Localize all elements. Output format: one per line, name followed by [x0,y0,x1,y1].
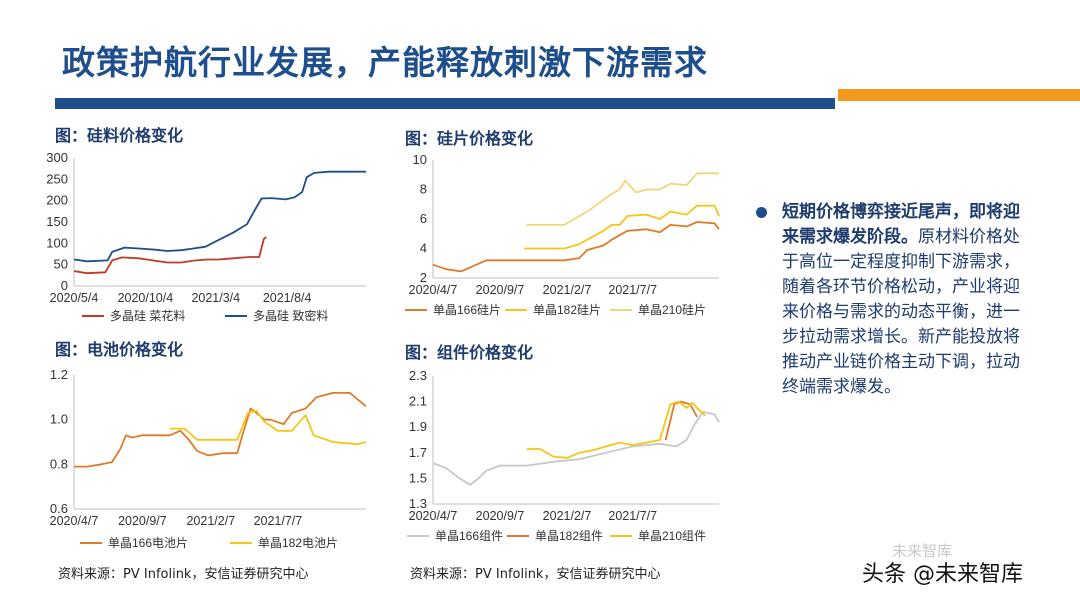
x-tick-label: 2021/7/7 [608,283,657,297]
legend-label: 单晶210组件 [638,529,706,543]
y-tick-label: 1.5 [409,470,427,485]
legend-label: 多晶硅 菜花料 [110,308,185,323]
x-tick-label: 2021/2/7 [186,514,235,528]
y-tick-label: 6 [420,211,427,226]
series-line-1 [73,236,267,275]
y-tick-label: 250 [46,171,68,186]
chart-title-module: 图：组件价格变化 [405,343,534,362]
y-tick-label: 1.2 [50,367,68,382]
y-tick-label: 1.9 [409,419,427,434]
watermark: 头条 @未来智库 [862,562,1023,587]
summary-text: 短期价格博弈接近尾声，即将迎来需求爆发阶段。原材料价格处于高位一定程度抑制下游需… [782,200,1030,400]
series-line-1 [432,410,720,486]
y-tick-label: 0.8 [50,456,68,471]
y-tick-label: 1.7 [409,445,427,460]
chart-source-right: 资料来源：PV Infolink，安信证券研究中心 [410,567,661,582]
chart-title-wafer: 图：硅片价格变化 [405,129,534,148]
legend-label: 单晶182电池片 [258,536,338,550]
y-tick-label: 1.0 [50,412,68,427]
series-line-2 [169,409,367,446]
chart-source-left: 资料来源：PV Infolink，安信证券研究中心 [58,567,309,582]
legend-label: 单晶166组件 [435,529,503,543]
series-line-2 [664,400,698,441]
bullet-dot-icon [756,207,767,218]
y-tick-label: 300 [46,150,68,165]
chart-title-polysilicon: 图：硅料价格变化 [55,126,184,145]
chart-title-cell: 图：电池价格变化 [55,340,184,359]
series-line-1 [74,391,367,468]
x-tick-label: 2020/4/7 [409,509,458,523]
x-tick-label: 2020/9/7 [118,514,167,528]
summary-bold: 短期价格博弈接近尾声，即将迎来需求爆发阶段。 [782,202,1020,247]
legend-label: 单晶182硅片 [533,303,601,317]
series-line-3 [526,400,707,459]
series-line-3 [526,172,719,226]
legend-label: 单晶182组件 [535,529,603,543]
y-tick-label: 2 [420,270,427,285]
y-tick-label: 4 [420,241,427,256]
x-tick-label: 2020/5/4 [50,291,99,305]
page-title: 政策护航行业发展，产能释放刺激下游需求 [62,43,708,82]
x-tick-label: 2021/7/7 [608,509,657,523]
y-tick-label: 1.3 [409,496,427,511]
x-tick-label: 2020/9/7 [476,283,525,297]
y-tick-label: 8 [420,182,427,197]
y-tick-label: 2.3 [409,368,427,383]
legend-label: 多晶硅 致密料 [253,308,328,323]
series-line-2 [524,204,720,250]
header-bar-orange [838,89,1080,101]
x-tick-label: 2021/7/7 [254,514,303,528]
y-tick-label: 100 [46,235,68,250]
x-tick-label: 2020/10/4 [118,291,174,305]
x-tick-label: 2020/4/7 [409,283,458,297]
legend-label: 单晶166硅片 [433,303,501,317]
watermark-faint: 未来智库 [892,542,953,560]
summary-body: 原材料价格处于高位一定程度抑制下游需求，随着各环节价格松动，产业将迎来价格与需求… [782,227,1020,397]
y-tick-label: 200 [46,193,68,208]
wafer-price-chart: 2 4 6 8 10 2020/4/7 2020/9/7 2021/2/7 2021/7/7 单晶… [405,152,720,317]
cell-price-chart: 0.6 0.8 1.0 1.2 2020/4/7 2020/9/7 2021/2/7 2021… [50,367,367,550]
legend-label: 单晶166电池片 [108,536,188,550]
y-tick-label: 150 [46,214,68,229]
series-line-2 [73,170,366,263]
y-tick-label: 10 [413,152,427,167]
module-price-chart: 1.3 1.5 1.7 1.9 2.1 2.3 2020/4/7 2020/9/7 2021/2… [407,368,720,543]
x-tick-label: 2021/3/4 [191,291,240,305]
x-tick-label: 2020/4/7 [50,514,99,528]
x-tick-label: 2021/2/7 [543,509,592,523]
x-tick-label: 2021/2/7 [543,283,592,297]
header-bar-blue [55,98,835,109]
series-line-1 [432,221,720,273]
y-tick-label: 50 [54,257,68,272]
x-tick-label: 2021/8/4 [263,291,312,305]
polysilicon-price-chart: 0 50 100 150 200 250 300 2020/5/4 2020/10/4 2021/… [46,150,366,323]
y-tick-label: 2.1 [409,394,427,409]
x-tick-label: 2020/9/7 [476,509,525,523]
y-tick-label: 0 [61,278,68,293]
legend-label: 单晶210硅片 [638,303,706,317]
y-tick-label: 0.6 [50,501,68,516]
